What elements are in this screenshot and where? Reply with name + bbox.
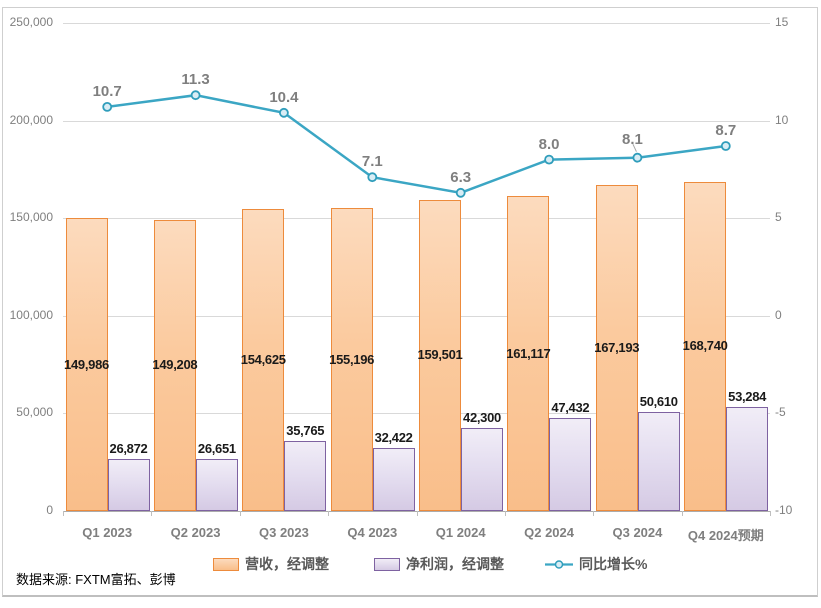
category-label: Q3 2024 xyxy=(612,525,663,540)
profit-value-label: 53,284 xyxy=(728,388,767,404)
legend-item-profit: 净利润，经调整 xyxy=(374,554,504,574)
label-leader-line xyxy=(632,143,637,152)
revenue-value-label: 154,625 xyxy=(240,352,286,368)
revenue-bar xyxy=(419,199,461,511)
profit-bar xyxy=(107,458,150,511)
category-label: Q1 2023 xyxy=(82,525,133,540)
gridline xyxy=(63,315,770,317)
x-axis-tick xyxy=(239,511,241,516)
profit-value-label: 26,651 xyxy=(197,440,236,456)
growth-marker-icon xyxy=(367,172,378,183)
x-axis-tick xyxy=(328,511,330,516)
profit-value-label: 50,610 xyxy=(639,394,678,410)
legend-label-growth: 同比增长% xyxy=(579,556,648,572)
growth-legend-glyph xyxy=(545,559,573,569)
growth-value-label: 8.0 xyxy=(538,135,560,153)
growth-value-label: 10.7 xyxy=(92,82,122,100)
profit-value-label: 32,422 xyxy=(374,429,413,445)
left-axis-tick: 200,000 xyxy=(9,112,53,127)
left-axis-tick: 250,000 xyxy=(9,15,53,29)
growth-value-label: 7.1 xyxy=(361,153,383,171)
right-axis-tick: 5 xyxy=(775,210,782,225)
profit-bar xyxy=(726,406,769,511)
profit-value-label: 26,872 xyxy=(109,440,148,456)
revenue-value-label: 149,208 xyxy=(152,357,198,373)
revenue-bar xyxy=(65,218,108,511)
profit-bar xyxy=(637,412,680,511)
source-note: 数据来源: FXTM富拓、彭博 xyxy=(16,572,176,587)
revenue-value-label: 149,986 xyxy=(64,356,109,372)
right-axis-tick: -5 xyxy=(775,405,786,420)
x-axis-tick xyxy=(63,511,64,516)
profit-value-label: 47,432 xyxy=(551,400,590,416)
revenue-bar xyxy=(330,208,373,511)
growth-marker-icon xyxy=(720,141,731,151)
growth-value-label: 6.3 xyxy=(450,168,472,186)
x-axis-tick xyxy=(504,511,506,516)
growth-value-label: 8.1 xyxy=(622,130,643,148)
profit-bar xyxy=(195,458,238,511)
growth-value-label: 8.7 xyxy=(715,121,737,139)
category-label: Q4 2024预期 xyxy=(687,528,764,543)
growth-line xyxy=(107,93,726,195)
gridline xyxy=(63,120,770,122)
growth-value-label: 10.4 xyxy=(269,88,299,106)
gridline xyxy=(63,23,770,24)
growth-marker-icon xyxy=(190,90,201,101)
revenue-value-label: 168,740 xyxy=(682,338,728,354)
gridline xyxy=(63,218,770,220)
left-axis-tick: 0 xyxy=(46,503,53,517)
left-axis-tick: 100,000 xyxy=(9,307,53,322)
revenue-value-label: 155,196 xyxy=(329,351,375,367)
profit-bar xyxy=(461,428,503,511)
category-label: Q3 2023 xyxy=(259,525,309,540)
revenue-bar xyxy=(595,184,638,511)
x-axis-tick xyxy=(770,511,771,516)
profit-value-label: 35,765 xyxy=(286,423,325,439)
right-axis-tick: 0 xyxy=(775,307,782,322)
revenue-value-label: 159,501 xyxy=(417,347,463,363)
x-axis-tick xyxy=(593,511,595,516)
left-axis-tick: 50,000 xyxy=(16,405,53,420)
revenue-swatch-icon xyxy=(213,557,239,571)
right-axis-tick: -10 xyxy=(775,503,793,517)
growth-line-chart xyxy=(102,90,731,198)
legend: 营收，经调整 净利润，经调整 同比增长% xyxy=(3,554,817,576)
right-axis-tick: 15 xyxy=(775,15,789,29)
profit-swatch-icon xyxy=(374,557,400,571)
growth-value-label: 11.3 xyxy=(181,71,210,89)
legend-label-revenue: 营收，经调整 xyxy=(245,556,329,572)
growth-marker-icon xyxy=(102,102,113,112)
growth-marker-icon xyxy=(278,107,289,118)
profit-value-label: 42,300 xyxy=(463,410,501,426)
growth-marker-icon xyxy=(544,154,555,165)
chart-frame: 250,000 200,000 150,000 100,000 50,000 0 15 10… xyxy=(2,7,818,597)
revenue-bar xyxy=(684,181,727,511)
gridline xyxy=(63,413,770,415)
growth-line-swatch-icon xyxy=(545,558,573,571)
profit-bar xyxy=(549,418,592,511)
growth-marker-icon xyxy=(455,187,466,198)
legend-item-growth: 同比增长% xyxy=(545,554,647,574)
category-label: Q4 2023 xyxy=(347,525,398,540)
profit-bar xyxy=(372,447,415,511)
left-axis-tick: 150,000 xyxy=(9,210,53,225)
revenue-value-label: 167,193 xyxy=(594,339,640,355)
revenue-value-label: 161,117 xyxy=(506,345,551,361)
profit-bar xyxy=(284,441,327,511)
category-label: Q1 2024 xyxy=(435,525,486,540)
x-axis-tick xyxy=(681,511,683,516)
category-label: Q2 2024 xyxy=(524,525,574,540)
category-label: Q2 2023 xyxy=(170,525,221,540)
legend-item-revenue: 营收，经调整 xyxy=(213,554,329,574)
right-axis-tick: 10 xyxy=(775,112,789,127)
x-axis-tick xyxy=(151,511,153,516)
revenue-bar xyxy=(242,209,285,511)
revenue-bar xyxy=(153,219,196,511)
legend-label-profit: 净利润，经调整 xyxy=(406,556,504,572)
revenue-bar xyxy=(507,196,550,511)
growth-marker-icon xyxy=(632,152,643,163)
x-axis-tick xyxy=(416,511,418,516)
